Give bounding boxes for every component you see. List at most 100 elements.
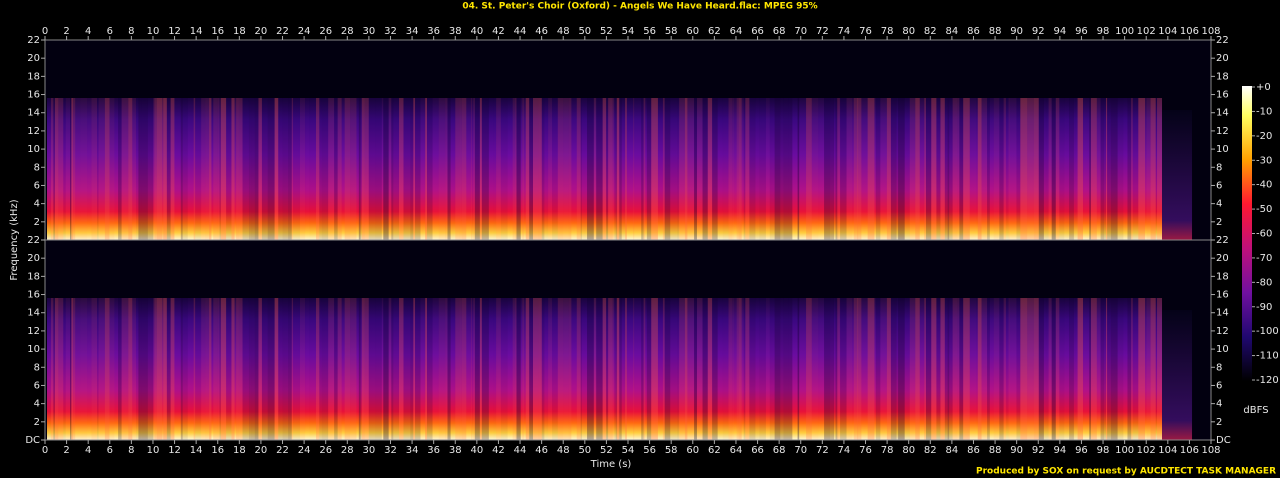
- y-tick-label: 22: [1216, 35, 1229, 46]
- spectrogram-stripe: [684, 98, 688, 240]
- spectrogram-stripe: [471, 298, 473, 440]
- x-tick-label: 90: [1010, 26, 1023, 37]
- x-tick-label: 72: [816, 26, 829, 37]
- spectrogram-stripe: [427, 98, 433, 240]
- colorbar-tick-label: -110: [1256, 351, 1279, 362]
- spectrogram-stripe: [738, 98, 742, 240]
- spectrogram-stripe: [568, 98, 572, 240]
- spectrogram-stripe: [321, 98, 329, 240]
- spectrogram-stripe: [334, 98, 338, 240]
- spectrogram-stripe: [749, 298, 756, 440]
- spectrogram-stripe: [445, 98, 448, 240]
- x-tick-label: 108: [1201, 445, 1220, 456]
- spectrogram-stripe: [234, 298, 237, 440]
- spectrogram-stripe: [759, 98, 766, 240]
- spectrogram-stripe: [1048, 298, 1052, 440]
- spectrogram-stripe: [339, 98, 342, 240]
- spectrogram-stripe: [615, 298, 617, 440]
- x-tick-label: 52: [600, 26, 613, 37]
- x-tick-label: 106: [1180, 26, 1199, 37]
- spectrogram-stripe: [410, 98, 414, 240]
- spectrogram-stripe: [226, 98, 232, 240]
- x-tick-label: 40: [470, 26, 483, 37]
- spectrogram-stripe: [388, 98, 392, 240]
- spectrogram-stripe: [71, 98, 74, 240]
- spectrogram-stripe: [1056, 98, 1060, 240]
- y-tick-label: 22: [1216, 235, 1229, 246]
- spectrogram-stripe: [625, 98, 627, 240]
- x-tick-label: 36: [427, 445, 440, 456]
- x-tick-label: 104: [1158, 26, 1177, 37]
- x-tick-label: 34: [406, 26, 419, 37]
- x-tick-label: 20: [255, 445, 268, 456]
- spectrogram-stripe: [861, 98, 868, 240]
- spectrogram-stripe: [1020, 298, 1028, 440]
- y-tick-label: 8: [34, 162, 40, 173]
- x-tick-label: 28: [341, 445, 354, 456]
- spectrogram-stripe: [722, 98, 729, 240]
- spectrogram-stripe: [493, 98, 496, 240]
- spectrogram-stripe: [1089, 298, 1091, 440]
- spectrogram-stripe: [1016, 98, 1021, 240]
- spectrogram-stripe: [568, 298, 572, 440]
- spectrogram-stripe: [512, 298, 516, 440]
- spectrogram-stripe: [138, 298, 142, 440]
- spectrogram-stripe: [580, 298, 582, 440]
- spectrogram-stripe: [728, 298, 733, 440]
- spectrogram-stripe: [890, 98, 897, 240]
- spectrogram-stripe: [1157, 298, 1163, 440]
- spectrogram-stripe: [1051, 98, 1056, 240]
- spectrogram-stripe: [990, 298, 994, 440]
- spectrogram-stripe: [612, 298, 615, 440]
- x-tick-label: 34: [406, 445, 419, 456]
- spectrogram-stripe: [75, 298, 81, 440]
- y-tick-label: 4: [1216, 399, 1222, 410]
- spectrogram-stripe: [919, 98, 925, 240]
- spectrogram-stripe: [128, 298, 133, 440]
- colorbar-tick-label: -30: [1256, 155, 1272, 166]
- spectrogram-stripe: [305, 98, 309, 240]
- y-tick-label: 16: [27, 90, 40, 101]
- spectrogram-stripe: [398, 98, 404, 240]
- spectrogram-stripe: [857, 98, 859, 240]
- spectrogram-stripe: [368, 98, 376, 240]
- spectrogram-stripe: [857, 298, 859, 440]
- spectrogram-stripe: [1073, 98, 1076, 240]
- spectrogram-stripe: [702, 98, 708, 240]
- x-tick-label: 80: [902, 26, 915, 37]
- spectrogram-stripe: [132, 98, 136, 240]
- spectrogram-stripe: [835, 298, 838, 440]
- spectrogram-stripe: [91, 298, 98, 440]
- spectrogram-stripe: [824, 98, 831, 240]
- spectrogram-stripe: [461, 298, 467, 440]
- spectrogram-stripe: [1127, 98, 1132, 240]
- spectrogram-stripe: [344, 298, 351, 440]
- x-tick-label: 48: [557, 445, 570, 456]
- spectrogram-stripe: [765, 298, 770, 440]
- spectrogram-stripe: [360, 298, 362, 440]
- spectrogram-stripe: [931, 298, 937, 440]
- chart-title: 04. St. Peter's Choir (Oxford) - Angels …: [462, 2, 817, 12]
- spectrogram-stripe: [622, 298, 625, 440]
- spectrogram-stripe: [65, 98, 71, 240]
- spectrogram-stripe: [413, 298, 416, 440]
- spectrogram-stripe: [1046, 298, 1049, 440]
- spectrogram-stripe: [153, 298, 155, 440]
- spectrogram-stripe: [97, 98, 99, 240]
- x-tick-label: 82: [924, 445, 937, 456]
- spectrogram-stripe: [1132, 298, 1139, 440]
- spectrogram-stripe: [684, 298, 688, 440]
- spectrogram-stripe: [1048, 98, 1052, 240]
- x-tick-label: 100: [1115, 445, 1134, 456]
- spectrogram-stripe: [258, 98, 262, 240]
- spectrogram-stripe: [1110, 98, 1118, 240]
- spectrogram-stripe: [415, 298, 421, 440]
- spectrogram-stripe: [646, 98, 652, 240]
- spectrogram-stripe: [707, 98, 713, 240]
- spectrogram-stripe: [1146, 98, 1151, 240]
- spectrogram-stripe: [840, 298, 847, 440]
- spectrogram-stripe: [552, 98, 558, 240]
- spectrogram-stripe: [195, 98, 202, 240]
- spectrogram-stripe: [732, 98, 735, 240]
- x-tick-label: 20: [255, 26, 268, 37]
